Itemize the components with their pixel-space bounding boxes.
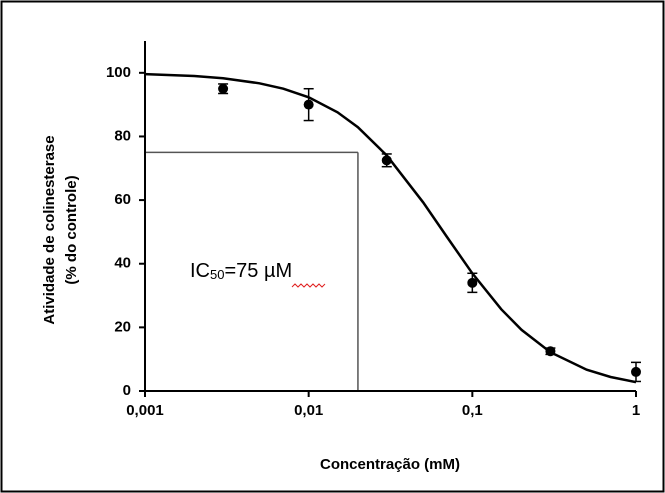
point bbox=[303, 99, 314, 110]
x-tick-label: 0,1 bbox=[462, 402, 483, 419]
x-tick-label: 1 bbox=[632, 402, 640, 419]
x-tick-label: 0,01 bbox=[294, 402, 323, 419]
y-axis-label: (% do controle) bbox=[63, 175, 80, 284]
point bbox=[545, 346, 556, 357]
x-tick-label: 0,001 bbox=[126, 402, 164, 419]
x-axis-label: Concentração (mM) bbox=[320, 456, 460, 473]
y-tick-label: 60 bbox=[114, 191, 131, 208]
annotation-part: IC bbox=[190, 260, 210, 282]
y-tick-label: 100 bbox=[106, 64, 131, 81]
spell-underline bbox=[291, 283, 326, 288]
y-tick-label: 80 bbox=[114, 127, 131, 144]
annotation: IC50=75 µM bbox=[190, 260, 292, 282]
point bbox=[381, 155, 392, 166]
annotation-subscript: 50 bbox=[210, 267, 224, 282]
y-axis-label: Atividade de colinesterase bbox=[41, 135, 58, 324]
point bbox=[631, 366, 641, 377]
y-tick-label: 40 bbox=[114, 255, 131, 272]
point bbox=[467, 277, 478, 288]
annotation-part: =75 bbox=[224, 260, 263, 282]
y-tick-label: 20 bbox=[114, 318, 131, 335]
point bbox=[218, 83, 229, 94]
y-tick-label: 0 bbox=[123, 382, 131, 399]
annotation-unit: µM bbox=[264, 260, 292, 282]
fit-curve bbox=[144, 72, 637, 384]
